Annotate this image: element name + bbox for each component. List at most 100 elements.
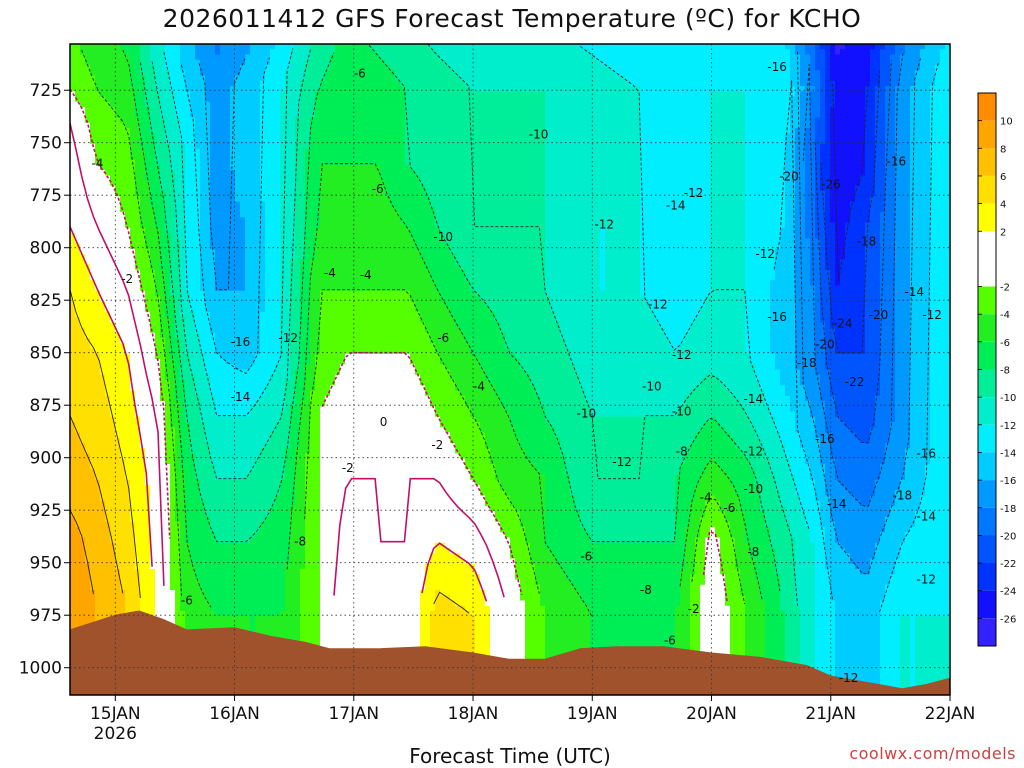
field-cell <box>175 580 181 586</box>
field-cell <box>85 443 91 449</box>
field-cell <box>75 543 81 549</box>
field-cell <box>245 448 251 454</box>
field-cell <box>220 469 226 475</box>
field-cell <box>150 286 156 292</box>
field-cell <box>185 322 191 328</box>
field-cell <box>185 564 191 570</box>
field-cell <box>135 291 141 297</box>
field-cell <box>220 580 226 586</box>
field-cell <box>220 70 226 76</box>
field-cell <box>100 123 106 129</box>
field-cell <box>125 538 131 544</box>
field-cell <box>155 606 161 612</box>
field-cell <box>215 611 221 617</box>
field-cell <box>110 301 116 307</box>
field-cell <box>220 160 226 166</box>
field-cell <box>175 191 181 197</box>
field-cell <box>150 564 156 570</box>
field-cell <box>195 133 201 139</box>
field-cell <box>130 223 136 229</box>
field-cell <box>220 265 226 271</box>
field-cell <box>210 70 216 76</box>
field-cell <box>100 265 106 271</box>
field-cell <box>220 375 226 381</box>
field-cell <box>255 580 261 586</box>
field-cell <box>90 86 96 92</box>
field-cell <box>140 328 146 334</box>
field-cell <box>155 511 161 517</box>
field-cell <box>185 60 191 66</box>
field-cell <box>140 601 146 607</box>
field-cell <box>175 128 181 134</box>
field-cell <box>150 354 156 360</box>
field-cell <box>75 391 81 397</box>
field-cell <box>170 238 176 244</box>
field-cell <box>225 433 231 439</box>
field-cell <box>160 601 166 607</box>
field-cell <box>115 44 121 50</box>
field-cell <box>240 480 246 486</box>
field-cell <box>255 160 261 166</box>
field-cell <box>190 485 196 491</box>
field-cell <box>220 165 226 171</box>
field-cell <box>175 49 181 55</box>
field-cell <box>205 412 211 418</box>
field-cell <box>200 170 206 176</box>
field-cell <box>115 317 121 323</box>
field-cell <box>75 286 81 292</box>
field-cell <box>265 317 271 323</box>
field-cell <box>255 49 261 55</box>
field-cell <box>200 322 206 328</box>
field-cell <box>240 538 246 544</box>
field-cell <box>245 102 251 108</box>
field-cell <box>125 244 131 250</box>
field-cell <box>195 433 201 439</box>
field-cell <box>185 186 191 192</box>
field-cell <box>170 207 176 213</box>
field-cell <box>220 406 226 412</box>
field-cell <box>265 123 271 129</box>
field-cell <box>115 196 121 202</box>
field-cell <box>250 338 256 344</box>
field-cell <box>170 475 176 481</box>
field-cell <box>75 338 81 344</box>
field-cell <box>155 275 161 281</box>
field-cell <box>235 349 241 355</box>
field-cell <box>110 217 116 223</box>
field-cell <box>185 438 191 444</box>
field-cell <box>130 128 136 134</box>
field-cell <box>250 322 256 328</box>
field-cell <box>125 391 131 397</box>
field-cell <box>195 590 201 596</box>
field-cell <box>220 496 226 502</box>
field-cell <box>220 254 226 260</box>
field-cell <box>85 511 91 517</box>
field-cell <box>265 448 271 454</box>
field-cell <box>220 433 226 439</box>
field-cell <box>255 517 261 523</box>
field-cell <box>210 207 216 213</box>
field-cell <box>125 433 131 439</box>
field-cell <box>260 601 266 607</box>
field-cell <box>100 175 106 181</box>
field-cell <box>115 464 121 470</box>
field-cell <box>180 511 186 517</box>
field-cell <box>155 196 161 202</box>
field-cell <box>100 359 106 365</box>
field-cell <box>220 396 226 402</box>
field-cell <box>115 296 121 302</box>
field-cell <box>150 228 156 234</box>
field-cell <box>170 49 176 55</box>
field-cell <box>100 186 106 192</box>
field-cell <box>240 511 246 517</box>
field-cell <box>135 354 141 360</box>
field-cell <box>245 517 251 523</box>
field-cell <box>165 70 171 76</box>
field-cell <box>115 354 121 360</box>
field-cell <box>145 60 151 66</box>
field-cell <box>155 86 161 92</box>
field-cell <box>100 86 106 92</box>
field-cell <box>155 338 161 344</box>
field-cell <box>135 191 141 197</box>
field-cell <box>120 522 126 528</box>
